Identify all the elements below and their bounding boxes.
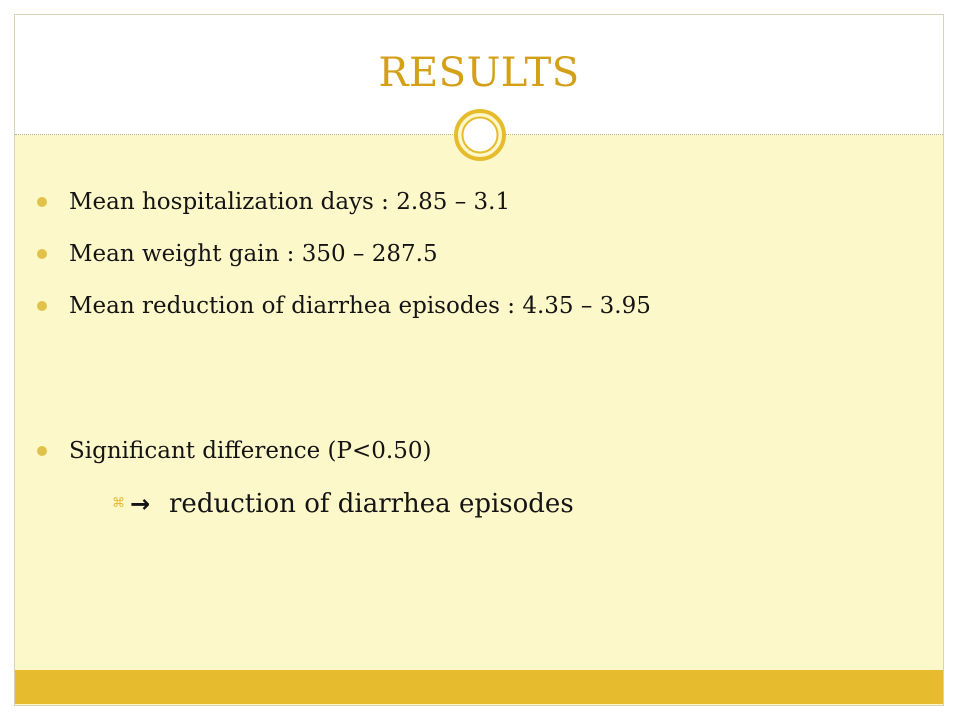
footer-accent-bar [15,670,943,704]
ornament-inner-ring [461,116,499,154]
sub-bullet-text: reduction of diarrhea episodes [169,489,574,519]
bullet-dot-icon [37,301,47,311]
slide: RESULTS Mean hospitalization days : 2.85… [14,14,944,706]
slide-title: RESULTS [378,50,580,96]
bullet-text: Significant difference (P<0.50) [69,438,432,464]
bullet-dot-icon [37,446,47,456]
sub-bullet-marker-icon: ⌘ [112,496,125,511]
bullet-text: Mean hospitalization days : 2.85 – 3.1 [69,189,511,215]
bullet-text: Mean weight gain : 350 – 287.5 [69,241,438,267]
arrow-right-icon: → [130,490,151,518]
bullet-dot-icon [37,249,47,259]
circle-ornament-icon [454,109,506,161]
bullet-dot-icon [37,197,47,207]
bullet-text: Mean reduction of diarrhea episodes : 4.… [69,293,651,319]
